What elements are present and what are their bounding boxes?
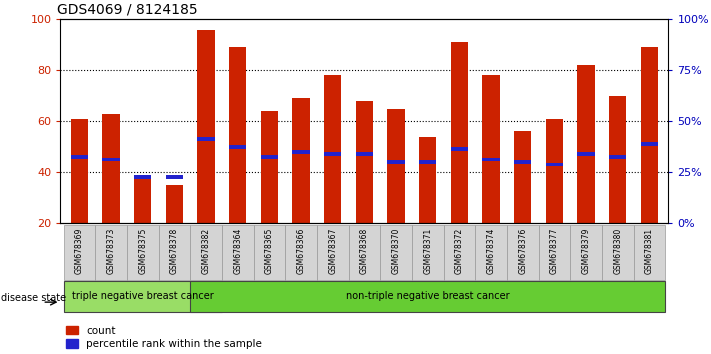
Bar xyxy=(482,158,500,161)
Text: GSM678376: GSM678376 xyxy=(518,228,527,274)
Bar xyxy=(482,75,500,223)
Bar xyxy=(412,225,444,280)
Bar xyxy=(451,147,468,151)
Bar xyxy=(317,225,348,280)
Bar xyxy=(166,175,183,179)
Bar xyxy=(609,155,626,159)
Bar xyxy=(514,160,531,164)
Bar xyxy=(166,185,183,223)
Bar xyxy=(348,225,380,280)
Bar xyxy=(380,225,412,280)
Bar xyxy=(198,30,215,223)
Bar xyxy=(641,142,658,146)
Bar xyxy=(387,109,405,223)
Text: GSM678378: GSM678378 xyxy=(170,228,179,274)
Text: GSM678368: GSM678368 xyxy=(360,228,369,274)
Text: GDS4069 / 8124185: GDS4069 / 8124185 xyxy=(58,3,198,17)
Bar xyxy=(292,98,310,223)
Text: GSM678370: GSM678370 xyxy=(392,228,400,274)
Bar xyxy=(261,155,278,159)
Text: GSM678365: GSM678365 xyxy=(265,228,274,274)
Bar xyxy=(356,153,373,156)
Bar xyxy=(229,145,247,149)
Text: triple negative breast cancer: triple negative breast cancer xyxy=(72,291,213,302)
Bar xyxy=(222,225,254,280)
Bar xyxy=(134,175,151,179)
Text: GSM678380: GSM678380 xyxy=(613,228,622,274)
Bar xyxy=(324,75,341,223)
Text: GSM678367: GSM678367 xyxy=(328,228,337,274)
Bar xyxy=(641,47,658,223)
Bar xyxy=(507,225,538,280)
Text: GSM678372: GSM678372 xyxy=(455,228,464,274)
Text: non-triple negative breast cancer: non-triple negative breast cancer xyxy=(346,291,510,302)
Bar xyxy=(285,225,317,280)
Bar xyxy=(356,101,373,223)
Bar xyxy=(419,160,437,164)
Text: GSM678379: GSM678379 xyxy=(582,228,591,274)
Text: GSM678375: GSM678375 xyxy=(138,228,147,274)
Bar xyxy=(70,119,88,223)
Bar xyxy=(577,65,594,223)
Bar xyxy=(324,153,341,156)
Text: GSM678381: GSM678381 xyxy=(645,228,654,274)
Bar xyxy=(292,150,310,154)
Text: GSM678364: GSM678364 xyxy=(233,228,242,274)
Bar xyxy=(602,225,634,280)
Bar xyxy=(570,225,602,280)
Text: GSM678366: GSM678366 xyxy=(296,228,306,274)
Text: GSM678371: GSM678371 xyxy=(423,228,432,274)
Text: GSM678369: GSM678369 xyxy=(75,228,84,274)
Bar xyxy=(63,225,95,280)
Bar xyxy=(444,225,475,280)
Text: GSM678373: GSM678373 xyxy=(107,228,116,274)
Bar xyxy=(102,114,119,223)
Text: disease state: disease state xyxy=(1,293,66,303)
Bar xyxy=(545,162,563,166)
Bar xyxy=(475,225,507,280)
Bar xyxy=(102,158,119,161)
Bar xyxy=(261,111,278,223)
Bar xyxy=(134,175,151,223)
Bar xyxy=(191,281,665,312)
Bar xyxy=(254,225,285,280)
Bar xyxy=(419,137,437,223)
Bar xyxy=(95,225,127,280)
Bar xyxy=(451,42,468,223)
Bar xyxy=(609,96,626,223)
Bar xyxy=(577,153,594,156)
Legend: count, percentile rank within the sample: count, percentile rank within the sample xyxy=(65,326,262,349)
Bar xyxy=(514,131,531,223)
Bar xyxy=(63,281,222,312)
Bar xyxy=(159,225,191,280)
Text: GSM678382: GSM678382 xyxy=(202,228,210,274)
Bar xyxy=(198,137,215,141)
Text: GSM678377: GSM678377 xyxy=(550,228,559,274)
Bar xyxy=(229,47,247,223)
Bar xyxy=(634,225,665,280)
Bar xyxy=(70,155,88,159)
Bar xyxy=(538,225,570,280)
Bar xyxy=(127,225,159,280)
Bar xyxy=(387,160,405,164)
Bar xyxy=(191,225,222,280)
Text: GSM678374: GSM678374 xyxy=(486,228,496,274)
Bar xyxy=(545,119,563,223)
